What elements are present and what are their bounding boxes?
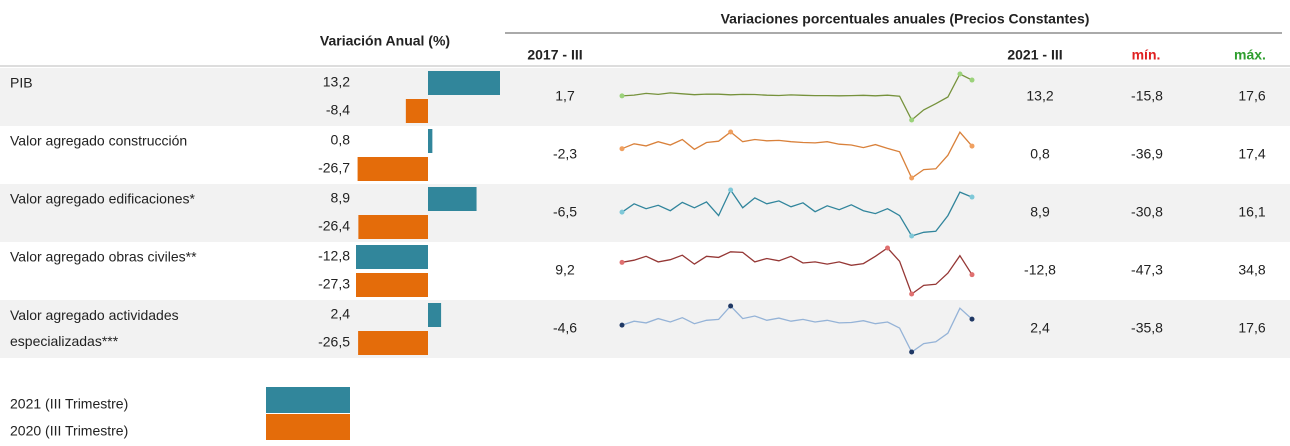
annual-value: -26,5 bbox=[318, 334, 350, 350]
row-background bbox=[0, 184, 1290, 242]
sparkline-marker bbox=[957, 71, 963, 77]
sparkline-marker bbox=[619, 209, 625, 215]
col-start: 2017 - III bbox=[527, 47, 582, 63]
min-value: -15,8 bbox=[1131, 88, 1163, 104]
col-end: 2021 - III bbox=[1007, 47, 1062, 63]
annual-bar bbox=[405, 99, 428, 123]
sparkline bbox=[621, 247, 973, 296]
min-value: -36,9 bbox=[1131, 146, 1163, 162]
row-label: PIB bbox=[10, 75, 33, 91]
max-value: 17,6 bbox=[1238, 88, 1265, 104]
sparkline bbox=[621, 131, 973, 179]
annual-bar bbox=[428, 187, 477, 211]
annual-value: -26,7 bbox=[318, 160, 350, 176]
sparkline-marker bbox=[909, 175, 915, 181]
sparkline-marker bbox=[969, 143, 975, 149]
annual-bar bbox=[357, 157, 428, 181]
sparkline-marker bbox=[909, 291, 915, 297]
sparkline-marker bbox=[728, 187, 734, 193]
sparkline-marker bbox=[619, 259, 625, 265]
legend-label: 2020 (III Trimestre) bbox=[10, 423, 128, 439]
end-value: 13,2 bbox=[1026, 88, 1053, 104]
row-background bbox=[0, 68, 1290, 126]
sparkline-marker bbox=[619, 322, 625, 328]
sparkline-marker bbox=[969, 77, 975, 83]
sparkline-marker bbox=[885, 245, 891, 251]
min-value: -47,3 bbox=[1131, 262, 1163, 278]
min-value: -30,8 bbox=[1131, 204, 1163, 220]
row-label-line: especializadas*** bbox=[10, 333, 119, 349]
annual-bar bbox=[358, 215, 428, 239]
row-label: Valor agregado edificaciones* bbox=[10, 191, 196, 207]
annual-bar bbox=[428, 129, 433, 153]
legend-swatch bbox=[266, 387, 350, 413]
sparkline-marker bbox=[728, 303, 734, 309]
left-title: Variación Anual (%) bbox=[320, 33, 450, 49]
right-title: Variaciones porcentuales anuales (Precio… bbox=[721, 11, 1090, 27]
max-value: 17,4 bbox=[1238, 146, 1265, 162]
row-label-line: Valor agregado actividades bbox=[10, 307, 179, 323]
annual-bar bbox=[428, 71, 500, 95]
annual-bar bbox=[356, 273, 428, 297]
sparkline-marker bbox=[969, 194, 975, 200]
sparkline-marker bbox=[969, 272, 975, 278]
start-value: 1,7 bbox=[555, 88, 575, 104]
annual-value: 0,8 bbox=[331, 132, 351, 148]
annual-value: 8,9 bbox=[331, 190, 351, 206]
start-value: 9,2 bbox=[555, 262, 575, 278]
start-value: -6,5 bbox=[553, 204, 577, 220]
max-value: 17,6 bbox=[1238, 320, 1265, 336]
row-backgrounds bbox=[0, 68, 1290, 358]
legend-swatch bbox=[266, 414, 350, 440]
end-value: -12,8 bbox=[1024, 262, 1056, 278]
col-min: mín. bbox=[1132, 47, 1161, 63]
annual-bar bbox=[356, 245, 428, 269]
col-max: máx. bbox=[1234, 47, 1266, 63]
max-value: 16,1 bbox=[1238, 204, 1265, 220]
annual-bar bbox=[428, 303, 442, 327]
annual-value: -26,4 bbox=[318, 218, 350, 234]
annual-value: -27,3 bbox=[318, 276, 350, 292]
annual-value: -12,8 bbox=[318, 248, 350, 264]
sparkline-marker bbox=[619, 93, 625, 99]
sparkline-marker bbox=[909, 117, 915, 123]
start-value: -2,3 bbox=[553, 146, 577, 162]
start-value: -4,6 bbox=[553, 320, 577, 336]
max-value: 34,8 bbox=[1238, 262, 1265, 278]
sparkline-marker bbox=[619, 146, 625, 152]
row-label: Valor agregado construcción bbox=[10, 133, 187, 149]
end-value: 8,9 bbox=[1030, 204, 1050, 220]
annual-bar bbox=[358, 331, 428, 355]
sparkline-marker bbox=[909, 233, 915, 239]
sparkline-marker bbox=[728, 129, 734, 135]
end-value: 2,4 bbox=[1030, 320, 1050, 336]
annual-value: 13,2 bbox=[323, 74, 350, 90]
row-background bbox=[0, 300, 1290, 358]
sparkline-marker bbox=[969, 316, 975, 322]
end-value: 0,8 bbox=[1030, 146, 1050, 162]
sparkline bbox=[621, 73, 973, 122]
annual-value: -8,4 bbox=[326, 102, 350, 118]
row-label: Valor agregado actividades especializadas… bbox=[10, 307, 179, 349]
sparkline-marker bbox=[909, 349, 915, 355]
legend-label: 2021 (III Trimestre) bbox=[10, 396, 128, 412]
row-label: Valor agregado obras civiles** bbox=[10, 249, 197, 265]
annual-value: 2,4 bbox=[331, 306, 351, 322]
min-value: -35,8 bbox=[1131, 320, 1163, 336]
